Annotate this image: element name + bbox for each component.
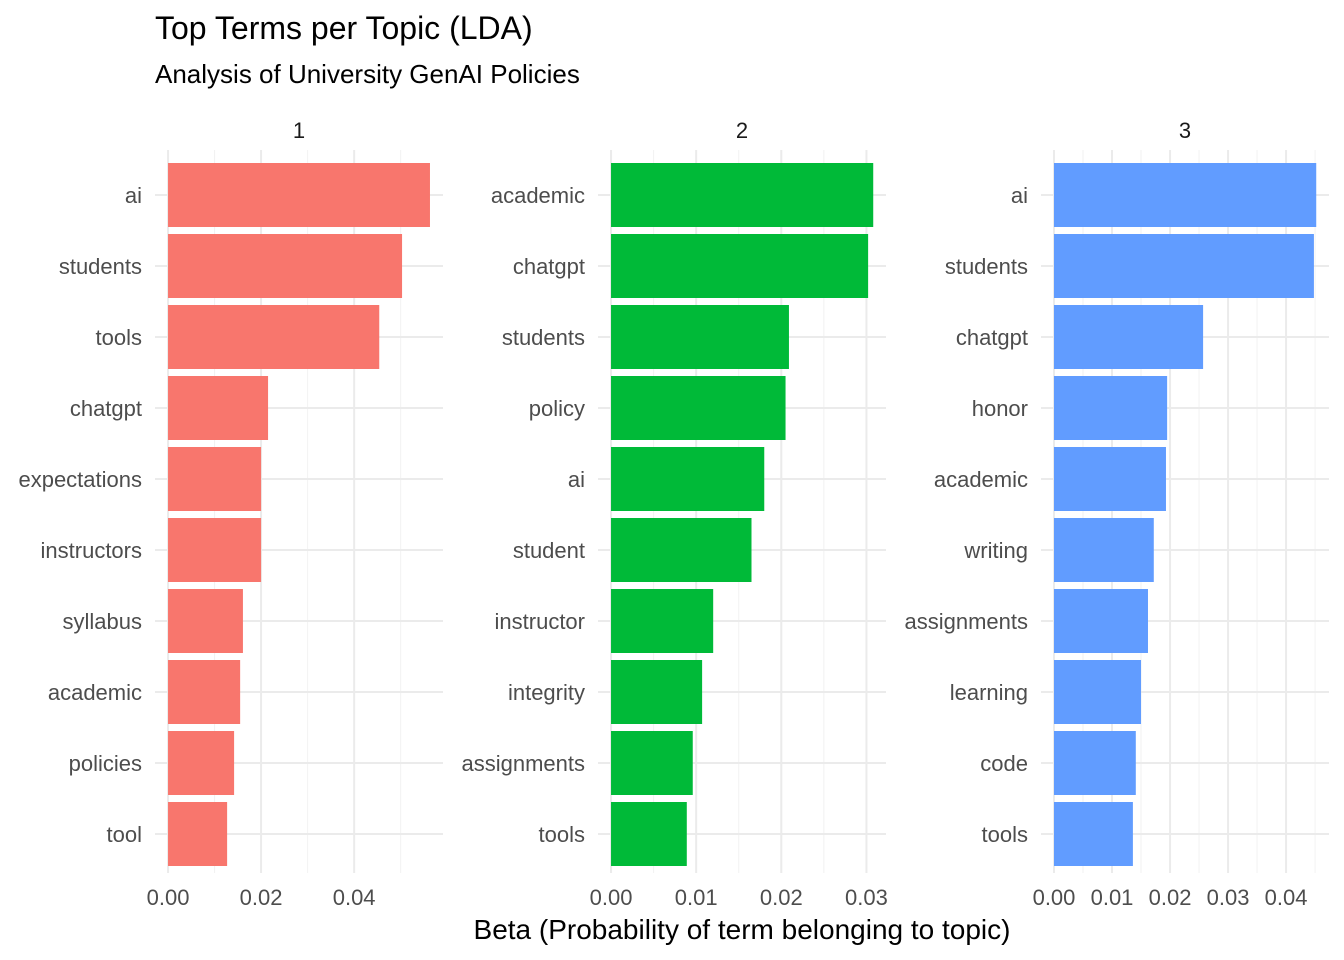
bar-tools [1053, 802, 1133, 866]
y-tick-label: instructors [41, 538, 142, 563]
bar-ai [168, 163, 430, 227]
y-tick-label: learning [950, 680, 1028, 705]
bar-code [1053, 731, 1136, 795]
facet-strip-label: 3 [1179, 118, 1191, 143]
x-tick-label: 0.00 [1033, 885, 1076, 910]
bar-students [168, 234, 403, 298]
y-tick-label: academic [48, 680, 142, 705]
bar-tools [611, 802, 687, 866]
bar-learning [1053, 660, 1142, 724]
y-tick-label: chatgpt [956, 325, 1028, 350]
y-tick-label: academic [491, 183, 585, 208]
x-tick-label: 0.02 [760, 885, 803, 910]
bar-instructor [611, 589, 714, 653]
y-tick-label: students [502, 325, 585, 350]
y-tick-label: students [59, 254, 142, 279]
y-tick-label: policies [69, 751, 142, 776]
bar-academic [611, 163, 874, 227]
x-axis-label: Beta (Probability of term belonging to t… [473, 914, 1011, 945]
y-tick-label: chatgpt [513, 254, 585, 279]
bar-chatgpt [1053, 305, 1204, 369]
bar-assignments [1053, 589, 1148, 653]
y-tick-label: tools [96, 325, 142, 350]
bar-policy [611, 376, 786, 440]
bar-ai [611, 447, 765, 511]
bar-assignments [611, 731, 693, 795]
bar-ai [1053, 163, 1317, 227]
y-tick-label: expectations [18, 467, 142, 492]
y-tick-label: chatgpt [70, 396, 142, 421]
x-tick-label: 0.03 [1207, 885, 1250, 910]
y-tick-label: policy [529, 396, 585, 421]
y-tick-label: ai [1011, 183, 1028, 208]
bar-expectations [168, 447, 262, 511]
y-tick-label: tools [982, 822, 1028, 847]
y-tick-label: integrity [508, 680, 585, 705]
y-tick-label: code [980, 751, 1028, 776]
x-tick-label: 0.01 [675, 885, 718, 910]
y-tick-label: tools [539, 822, 585, 847]
bar-chatgpt [611, 234, 869, 298]
y-tick-label: honor [972, 396, 1028, 421]
bar-policies [168, 731, 235, 795]
bar-honor [1053, 376, 1168, 440]
y-tick-label: student [513, 538, 585, 563]
bar-students [611, 305, 789, 369]
bar-academic [1053, 447, 1166, 511]
bar-integrity [611, 660, 703, 724]
y-tick-label: academic [934, 467, 1028, 492]
x-tick-label: 0.01 [1091, 885, 1134, 910]
bar-tool [168, 802, 228, 866]
y-tick-label: assignments [461, 751, 585, 776]
x-tick-label: 0.04 [1265, 885, 1308, 910]
x-tick-label: 0.00 [147, 885, 190, 910]
y-tick-label: assignments [904, 609, 1028, 634]
chart-subtitle: Analysis of University GenAI Policies [155, 59, 580, 89]
y-tick-label: syllabus [63, 609, 142, 634]
x-tick-label: 0.02 [240, 885, 283, 910]
bar-students [1053, 234, 1314, 298]
bar-instructors [168, 518, 262, 582]
y-tick-label: ai [125, 183, 142, 208]
y-tick-label: instructor [495, 609, 585, 634]
bar-chatgpt [168, 376, 269, 440]
y-tick-label: ai [568, 467, 585, 492]
bar-syllabus [168, 589, 243, 653]
facet-strip-label: 2 [736, 118, 748, 143]
bar-student [611, 518, 752, 582]
bar-academic [168, 660, 241, 724]
x-tick-label: 0.02 [1149, 885, 1192, 910]
x-tick-label: 0.04 [333, 885, 376, 910]
bar-writing [1053, 518, 1154, 582]
facet-strip-label: 1 [293, 118, 305, 143]
bar-tools [168, 305, 380, 369]
x-tick-label: 0.00 [590, 885, 633, 910]
chart-title: Top Terms per Topic (LDA) [155, 10, 533, 46]
x-tick-label: 0.03 [845, 885, 888, 910]
y-tick-label: students [945, 254, 1028, 279]
y-tick-label: tool [107, 822, 142, 847]
y-tick-label: writing [963, 538, 1028, 563]
